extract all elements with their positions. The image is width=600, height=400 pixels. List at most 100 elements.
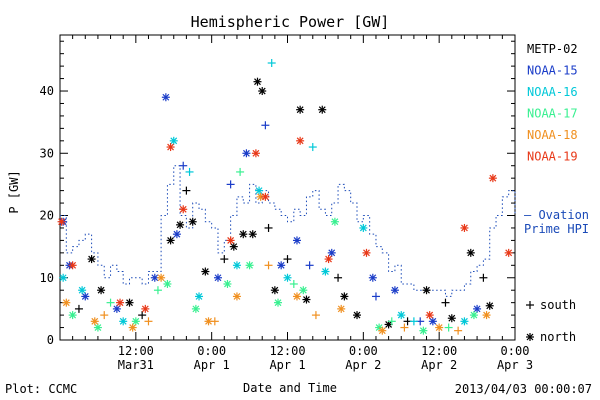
data-point-noaa-18	[232, 292, 241, 301]
legend: METP-02 NOAA-15 NOAA-16 NOAA-17 NOAA-18 NOAA-…	[524, 42, 589, 344]
y-tick-label: 30	[40, 146, 54, 160]
marker-stroke	[164, 280, 171, 288]
y-tick-label: 0	[47, 333, 54, 347]
data-point-metp-02	[353, 311, 362, 320]
data-point-noaa-17	[299, 286, 308, 295]
marker-stroke	[296, 137, 304, 145]
marker-stroke	[284, 274, 291, 282]
data-point-metp-02	[264, 223, 273, 232]
data-point-noaa-15	[213, 273, 222, 282]
x-tick-label-time: 12:00	[118, 344, 154, 358]
marker-stroke	[321, 268, 329, 275]
marker-stroke	[170, 137, 178, 145]
marker-stroke	[299, 286, 307, 294]
marker-stroke	[69, 311, 77, 319]
data-point-noaa-19	[324, 255, 333, 264]
marker-stroke	[486, 302, 494, 310]
data-point-noaa-19	[425, 311, 434, 320]
data-points-layer	[57, 59, 513, 335]
marker-stroke	[157, 274, 165, 282]
marker-stroke	[337, 305, 345, 313]
data-point-noaa-16	[195, 292, 204, 301]
marker-stroke	[81, 293, 89, 300]
legend-marker-label: north	[540, 330, 576, 344]
marker-stroke	[233, 293, 241, 300]
data-point-metp-02	[447, 314, 456, 323]
data-point-metp-02	[318, 105, 327, 114]
x-tick-label-time: 0:00	[197, 344, 226, 358]
marker-stroke	[58, 218, 66, 226]
data-point-noaa-16	[78, 286, 87, 295]
data-point-noaa-15	[81, 292, 90, 301]
data-point-noaa-17	[274, 298, 283, 307]
marker-stroke	[249, 230, 257, 238]
marker-stroke	[151, 274, 159, 282]
x-tick-label-time: 0:00	[349, 344, 378, 358]
marker-stroke	[189, 218, 197, 226]
data-point-noaa-19	[504, 248, 513, 257]
data-point-noaa-19	[362, 248, 371, 257]
x-axis-label: Date and Time	[243, 381, 337, 395]
marker-stroke	[385, 321, 393, 328]
data-point-noaa-18	[292, 292, 301, 301]
marker-stroke	[239, 230, 247, 238]
data-point-metp-02	[97, 286, 106, 295]
data-point-noaa-15	[179, 161, 188, 170]
data-point-noaa-17	[245, 261, 254, 270]
marker-stroke	[59, 274, 67, 282]
marker-stroke	[325, 255, 333, 263]
data-point-noaa-16	[59, 273, 68, 282]
x-tick-label-date: Apr 2	[421, 358, 457, 372]
marker-stroke	[214, 274, 222, 282]
marker-stroke	[179, 205, 187, 213]
marker-stroke	[435, 324, 443, 331]
marker-stroke	[233, 261, 241, 269]
legend-entry: NOAA-19	[527, 150, 578, 164]
marker-stroke	[173, 230, 181, 238]
plot-timestamp: 2013/04/03 00:00:07	[455, 382, 592, 396]
data-point-noaa-18	[311, 311, 320, 320]
marker-stroke	[205, 317, 212, 325]
marker-stroke	[69, 261, 77, 269]
data-point-noaa-18	[157, 273, 166, 282]
legend-entry: METP-02	[527, 42, 578, 56]
x-tick-label-date: Apr 2	[345, 358, 381, 372]
marker-stroke	[132, 317, 140, 325]
data-point-noaa-16	[232, 261, 241, 270]
marker-stroke	[141, 305, 149, 313]
marker-stroke	[167, 236, 175, 244]
data-point-noaa-18	[482, 311, 491, 320]
marker-stroke	[470, 311, 478, 319]
data-point-noaa-15	[305, 261, 314, 270]
marker-stroke	[252, 149, 260, 157]
data-point-noaa-19	[488, 174, 497, 183]
data-point-noaa-16	[119, 317, 128, 326]
x-tick-label-date: Mar31	[118, 358, 154, 372]
y-tick-label: 40	[40, 84, 54, 98]
legend-marker-label: south	[540, 298, 576, 312]
data-point-metp-02	[87, 255, 96, 264]
marker-stroke	[448, 314, 456, 322]
x-tick-label-time: 12:00	[269, 344, 305, 358]
data-point-metp-02	[302, 295, 311, 304]
x-tick-label-date: Apr 3	[497, 358, 533, 372]
data-point-noaa-15	[292, 236, 301, 245]
data-point-noaa-18	[435, 323, 444, 332]
legend-entry: NOAA-17	[527, 107, 578, 121]
data-point-metp-02	[334, 273, 343, 282]
marker-stroke	[483, 311, 490, 319]
marker-stroke	[375, 324, 383, 331]
data-point-noaa-18	[90, 317, 99, 326]
data-point-noaa-19	[460, 223, 469, 232]
data-point-metp-02	[248, 230, 257, 239]
marker-stroke	[340, 293, 348, 300]
data-point-noaa-17	[68, 311, 77, 320]
marker-stroke	[296, 106, 304, 114]
marker-stroke	[113, 305, 121, 313]
data-point-metp-02	[182, 186, 191, 195]
data-point-noaa-19	[261, 192, 270, 201]
marker-stroke	[274, 299, 282, 307]
x-tick-label-time: 12:00	[421, 344, 457, 358]
data-point-metp-02	[296, 105, 305, 114]
marker-stroke	[429, 317, 437, 325]
